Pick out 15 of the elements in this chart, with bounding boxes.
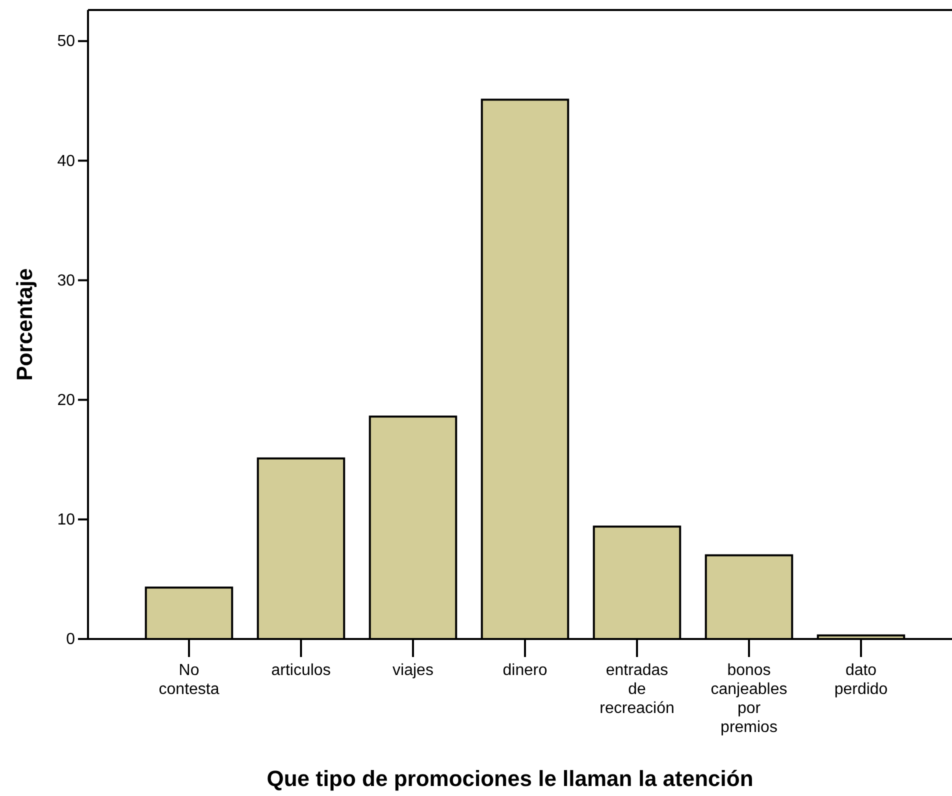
x-tick-label: articulos [271, 662, 331, 679]
x-tick-label: bonos canjeables por premios [710, 662, 788, 736]
y-tick-label: 10 [57, 512, 76, 529]
y-axis-title: Porcentaje [12, 268, 37, 381]
y-tick-label: 50 [57, 33, 76, 50]
x-tick-label: dato perdido [834, 662, 888, 698]
y-tick-label: 0 [66, 631, 76, 648]
y-tick-label: 30 [57, 272, 76, 290]
x-tick-label: viajes [392, 662, 434, 679]
x-tick-label: No contesta [158, 662, 220, 698]
x-tick-label: dinero [502, 662, 548, 679]
y-tick-label: 40 [57, 152, 76, 170]
y-tick-label: 20 [57, 392, 76, 409]
x-tick-label: entradas de recreación [600, 662, 674, 717]
x-axis-title: Que tipo de promociones le llaman la atención [266, 766, 754, 791]
